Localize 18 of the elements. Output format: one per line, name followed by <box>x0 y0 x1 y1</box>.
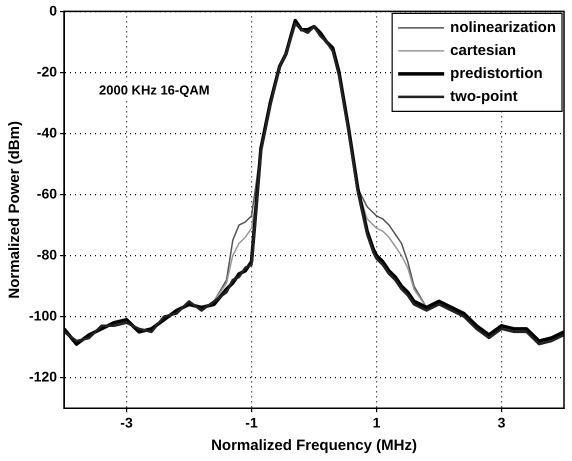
x-tick-label: -3 <box>120 414 133 430</box>
legend-label: nolinearization <box>450 19 556 36</box>
y-tick-label: 0 <box>49 2 58 18</box>
y-tick-label: -60 <box>36 185 58 202</box>
y-tick-label: -80 <box>36 246 58 262</box>
x-tick-label: -1 <box>245 414 258 430</box>
x-tick-label: 1 <box>372 414 381 430</box>
legend-label: cartesian <box>450 42 516 60</box>
y-tick-label: -100 <box>28 307 58 324</box>
y-tick-label: -120 <box>28 368 58 385</box>
legend-label: two-point <box>450 88 518 106</box>
x-axis-title: Normalized Frequency (MHz) <box>211 437 417 454</box>
y-axis-title: Normalized Power (dBm) <box>6 121 24 299</box>
y-tick-label: -20 <box>36 63 58 80</box>
y-tick-label: -40 <box>36 124 58 140</box>
x-tick-label: 3 <box>498 414 506 430</box>
legend-label: predistortion <box>450 65 543 82</box>
annotation: 2000 KHz 16-QAM <box>99 82 210 98</box>
